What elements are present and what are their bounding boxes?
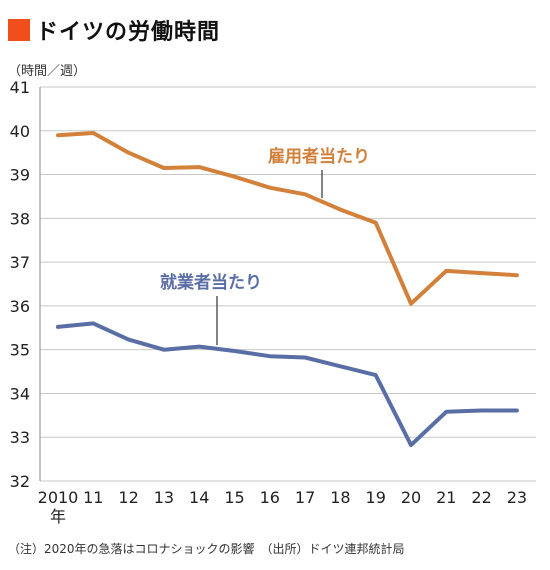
x-tick-label-17: 17 (295, 488, 315, 507)
x-tick-label-20: 20 (401, 488, 421, 507)
x-tick-label-11: 11 (83, 488, 103, 507)
y-tick-label-35: 35 (10, 341, 30, 360)
chart-title: ドイツの労働時間 (36, 20, 221, 45)
series-line-0 (56, 131, 519, 306)
series-label-workers: 就業者当たり (160, 272, 262, 293)
title-marker (8, 19, 30, 41)
y-unit-label: （時間／週） (8, 64, 87, 79)
x-tick-label-12: 12 (118, 488, 138, 507)
y-tick-label-32: 32 (10, 472, 30, 491)
series-label-employees: 雇用者当たり (268, 146, 370, 167)
y-tick-label-40: 40 (10, 122, 30, 141)
x-tick-label-19: 19 (366, 488, 386, 507)
x-tick-label-18: 18 (330, 488, 350, 507)
y-tick-label-38: 38 (10, 209, 30, 228)
grid-layer (40, 86, 536, 482)
y-tick-label-34: 34 (10, 384, 30, 403)
x-tick-label-21: 21 (436, 488, 456, 507)
y-tick-label-41: 41 (10, 78, 30, 97)
x-tick-label-2010: 2010 (38, 488, 79, 507)
x-tick-label-23: 23 (507, 488, 527, 507)
x-tick-label-22: 22 (471, 488, 491, 507)
x-tick-label-13: 13 (154, 488, 174, 507)
x-tick-label-14: 14 (189, 488, 209, 507)
y-tick-label-37: 37 (10, 253, 30, 272)
y-tick-label-36: 36 (10, 297, 30, 316)
series-layer (56, 131, 519, 448)
y-tick-label-33: 33 (10, 428, 30, 447)
y-tick-label-39: 39 (10, 166, 30, 185)
line-chart: 32 33 34 35 36 37 38 39 40 41 2010 11 12 13 14 15 16 17 18… (10, 78, 536, 526)
chart-title-block: ドイツの労働時間 (8, 14, 220, 46)
axis-layer: 32 33 34 35 36 37 38 39 40 41 2010 11 12 13 14 15 16 17 18… (10, 78, 527, 526)
x-tick-label-15: 15 (224, 488, 244, 507)
series-line-1 (56, 321, 519, 448)
x-tick-label-16: 16 (260, 488, 280, 507)
footnote: （注）2020年の急落はコロナショックの影響 （出所）ドイツ連邦統計局 (8, 542, 405, 556)
x-tick-sublabel: 年 (50, 507, 66, 526)
